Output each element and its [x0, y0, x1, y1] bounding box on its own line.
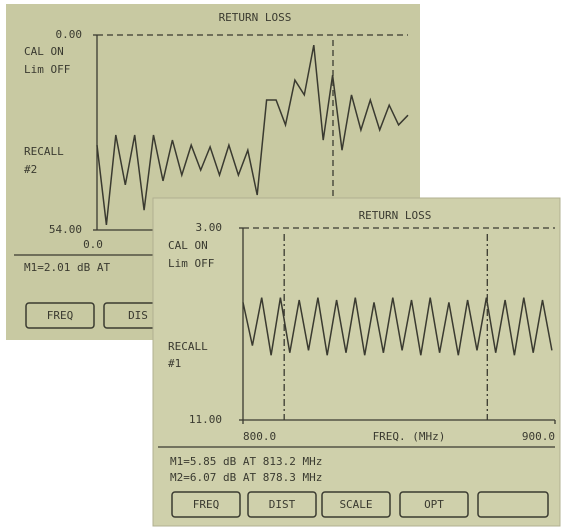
softkey-label: DIS: [128, 309, 148, 322]
side-label: #2: [24, 163, 37, 176]
screen-title: RETURN LOSS: [219, 11, 292, 24]
softkey-label: FREQ: [193, 498, 220, 511]
x-tick-label: 800.0: [243, 430, 276, 443]
side-label: CAL ON: [24, 45, 64, 58]
y-tick-label: 54.00: [49, 223, 82, 236]
softkey-label: OPT: [424, 498, 444, 511]
softkey-label: SCALE: [339, 498, 372, 511]
readout: M1=2.01 dB AT: [24, 261, 110, 274]
y-tick-label: 0.00: [56, 28, 83, 41]
softkey-label: DIST: [269, 498, 296, 511]
side-label: #1: [168, 357, 181, 370]
x-tick-label: 900.0: [522, 430, 555, 443]
y-tick-label: 11.00: [189, 413, 222, 426]
side-label: CAL ON: [168, 239, 208, 252]
side-label: RECALL: [168, 340, 208, 353]
x-tick-label: 0.0: [83, 238, 103, 251]
readout: M2=6.07 dB AT 878.3 MHz: [170, 471, 322, 484]
screen-title: RETURN LOSS: [359, 209, 432, 222]
side-label: RECALL: [24, 145, 64, 158]
readout: M1=5.85 dB AT 813.2 MHz: [170, 455, 322, 468]
x-axis-label: FREQ. (MHz): [373, 430, 446, 443]
y-tick-label: 3.00: [196, 221, 223, 234]
side-label: Lim OFF: [24, 63, 70, 76]
photo: RETURN LOSS CAL ON Lim OFF RECALL #2 0.00 54.0…: [0, 0, 561, 529]
softkey-label: FREQ: [47, 309, 74, 322]
side-label: Lim OFF: [168, 257, 214, 270]
